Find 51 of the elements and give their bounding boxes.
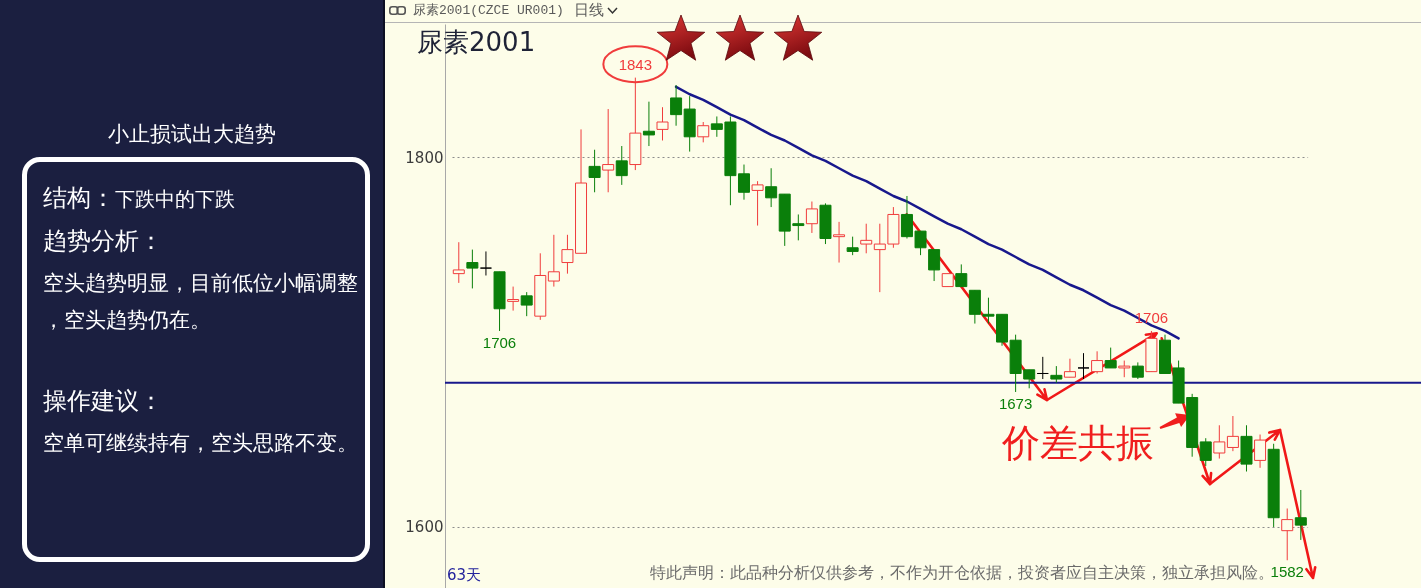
candlestick — [1226, 415, 1239, 452]
candlestick — [805, 201, 818, 234]
y-tick-label: 1600 — [405, 518, 444, 537]
candlestick — [1213, 424, 1226, 460]
candlestick — [642, 101, 655, 147]
candlestick — [1294, 489, 1307, 541]
annotation: 63天 — [447, 566, 482, 584]
candlestick — [670, 84, 683, 127]
candlestick — [697, 121, 710, 143]
candlestick — [765, 167, 778, 208]
candlestick — [602, 108, 615, 193]
candlestick — [1036, 356, 1049, 380]
candlestick — [547, 234, 560, 288]
annotation: 1706 — [1134, 308, 1169, 326]
candlestick — [1104, 347, 1117, 369]
candlestick — [1199, 437, 1212, 467]
text: 下跌中的下跌 — [115, 187, 235, 211]
candlestick — [955, 263, 968, 288]
text: 空单可继续持有，空头思路不变。 — [43, 430, 359, 457]
line-series — [674, 85, 1180, 340]
chart-subtitle: 尿素2001(CZCE UR001) — [413, 2, 564, 20]
candlestick — [520, 291, 533, 317]
annotation: 价差共振 — [1002, 420, 1154, 466]
candlestick — [860, 223, 873, 254]
candlestick — [928, 249, 941, 282]
candlestick — [1077, 352, 1090, 380]
chart-title: 尿素2001 — [417, 27, 536, 57]
text: 趋势分析： — [43, 226, 164, 257]
candlestick — [1281, 507, 1294, 561]
candlestick — [1254, 434, 1267, 469]
candlestick — [1063, 358, 1076, 378]
text: 日线 — [574, 1, 604, 20]
candlestick — [466, 249, 479, 289]
candlestick — [615, 145, 628, 186]
text: 操作建议： — [43, 386, 164, 417]
candlestick — [507, 286, 520, 312]
y-tick-label: 1800 — [405, 148, 444, 167]
candlestick — [1091, 350, 1104, 374]
candlestick — [656, 106, 669, 141]
candlestick — [846, 236, 859, 256]
candlestick — [588, 149, 601, 193]
candlestick — [833, 221, 846, 264]
annotation: 1673 — [998, 394, 1033, 412]
text: 结构： — [43, 184, 115, 212]
annotation: 1706 — [482, 333, 517, 351]
annotation: 1843 — [618, 55, 653, 73]
text: 空头趋势明显，目前低位小幅调整，空头趋势仍在。 — [43, 270, 359, 334]
candlestick — [751, 180, 764, 227]
candlestick — [452, 241, 465, 284]
text: 小止损试出大趋势 — [106, 121, 277, 148]
candlestick — [479, 250, 492, 276]
